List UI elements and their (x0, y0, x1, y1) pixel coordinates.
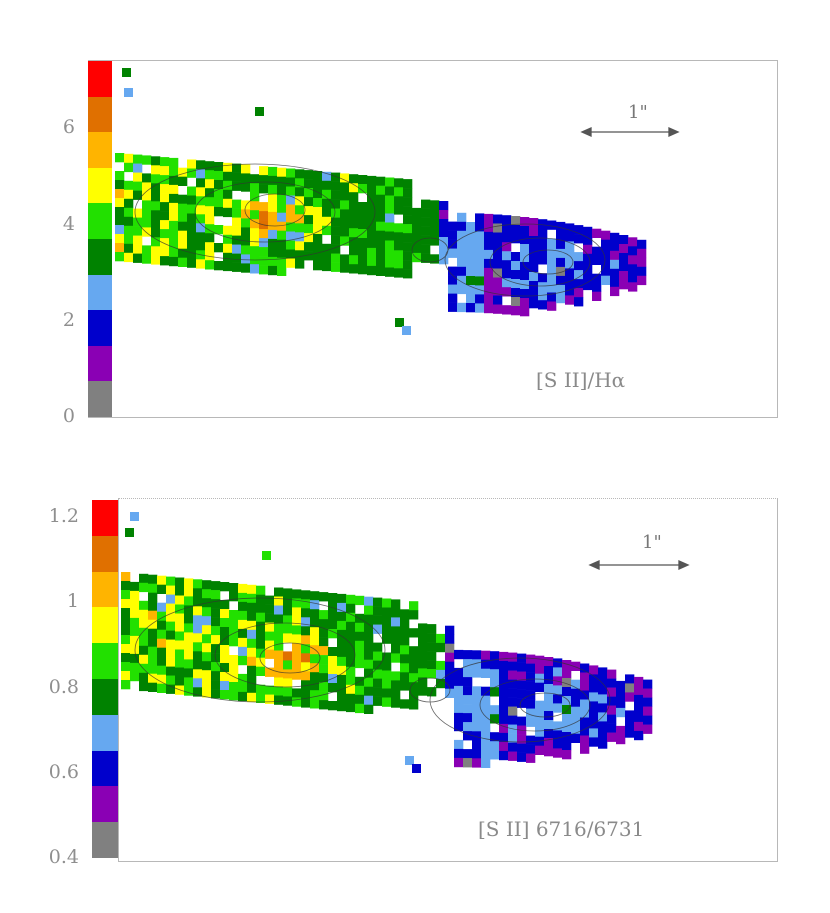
pixel-layer (115, 68, 647, 335)
tick-label: 2 (62, 308, 75, 331)
tick-label: 0 (62, 405, 75, 427)
colorbar-1 (88, 61, 112, 417)
colorbar-swatch (92, 786, 118, 823)
colorbar-swatch (88, 310, 112, 346)
colorbar-swatch (92, 750, 118, 787)
colorbar-swatch (88, 345, 112, 382)
scale-arrow (588, 559, 690, 571)
colorbar-swatch (92, 500, 118, 536)
colorbar-swatch (92, 535, 118, 572)
map-title-1: [S II]/Hα (536, 368, 626, 392)
scale-arrow (580, 126, 680, 138)
contour-layer (134, 597, 611, 743)
colorbar-swatch (88, 238, 112, 275)
tick-label: 0.6 (48, 760, 79, 783)
colorbar-swatch (92, 714, 118, 751)
colorbar-swatch (88, 203, 112, 239)
tick-label: 4 (62, 212, 75, 235)
tick-label: 0.4 (48, 846, 79, 868)
colorbar-swatch (92, 607, 118, 644)
scale-label-2: 1" (642, 532, 662, 553)
colorbar-swatch (92, 571, 118, 608)
pixel-layer (121, 512, 653, 773)
contour-layer (134, 163, 606, 297)
colorbar-swatch (88, 167, 112, 204)
colorbar-swatch (88, 61, 112, 97)
colorbar-swatch (92, 678, 118, 715)
colorbar-swatch (88, 96, 112, 133)
colorbar-swatch (92, 643, 118, 679)
scale-label-1: 1" (628, 102, 648, 123)
tick-label: 0.8 (48, 675, 79, 698)
colorbar-swatch (88, 132, 112, 168)
colorbar-swatch (88, 381, 112, 417)
colorbar-swatch (92, 822, 118, 858)
tick-label: 6 (62, 116, 75, 139)
map-title-2: [S II] 6716/6731 (478, 817, 645, 841)
tick-label: 1.2 (48, 505, 79, 528)
colorbar-2 (92, 500, 118, 858)
colorbar-swatch (88, 274, 112, 311)
tick-label: 1 (66, 590, 79, 613)
